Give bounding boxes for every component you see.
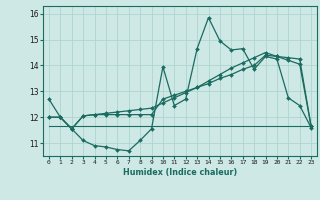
X-axis label: Humidex (Indice chaleur): Humidex (Indice chaleur) bbox=[123, 168, 237, 177]
